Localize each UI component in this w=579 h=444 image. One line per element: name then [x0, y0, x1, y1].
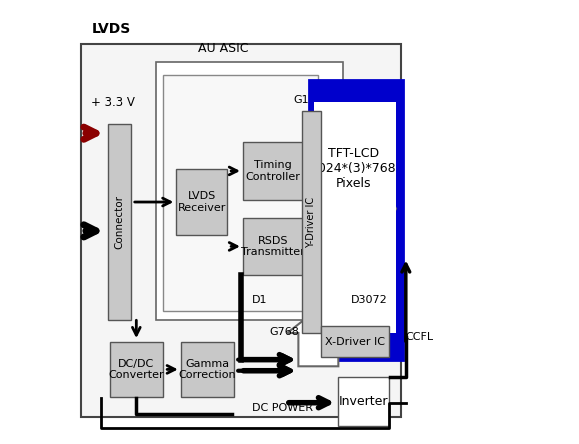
- Text: Connector: Connector: [115, 195, 124, 249]
- Text: DC/DC
Converter: DC/DC Converter: [108, 359, 164, 381]
- FancyBboxPatch shape: [156, 62, 343, 320]
- Text: AU ASIC: AU ASIC: [197, 43, 248, 56]
- Text: X-Driver IC: X-Driver IC: [325, 337, 385, 347]
- Text: TFT-LCD
1024*(3)*768
Pixels: TFT-LCD 1024*(3)*768 Pixels: [311, 147, 397, 190]
- Text: LVDS
Receiver: LVDS Receiver: [178, 191, 226, 213]
- Text: G1: G1: [294, 95, 310, 105]
- Text: RSDS
Transmitter: RSDS Transmitter: [241, 236, 305, 257]
- FancyBboxPatch shape: [163, 75, 318, 311]
- FancyArrow shape: [310, 178, 396, 240]
- Text: LVDS: LVDS: [92, 21, 131, 36]
- FancyBboxPatch shape: [81, 44, 401, 417]
- Text: G768: G768: [270, 327, 300, 337]
- FancyBboxPatch shape: [321, 326, 390, 357]
- Text: + 3.3 V: + 3.3 V: [90, 95, 134, 109]
- Text: DC POWER: DC POWER: [252, 404, 313, 413]
- FancyBboxPatch shape: [310, 80, 403, 360]
- FancyBboxPatch shape: [338, 377, 390, 426]
- FancyBboxPatch shape: [109, 342, 163, 397]
- FancyBboxPatch shape: [176, 169, 228, 235]
- Text: D1: D1: [252, 295, 267, 305]
- FancyBboxPatch shape: [243, 142, 303, 200]
- FancyArrow shape: [287, 309, 350, 366]
- Text: D3072: D3072: [350, 295, 387, 305]
- Text: Y-Driver IC: Y-Driver IC: [306, 196, 316, 248]
- Text: CCFL: CCFL: [406, 333, 434, 342]
- FancyBboxPatch shape: [302, 111, 321, 333]
- Text: Gamma
Correction: Gamma Correction: [178, 359, 236, 381]
- Text: Inverter: Inverter: [339, 395, 389, 408]
- FancyBboxPatch shape: [243, 218, 303, 275]
- FancyBboxPatch shape: [108, 124, 130, 320]
- FancyBboxPatch shape: [314, 102, 396, 333]
- FancyBboxPatch shape: [181, 342, 234, 397]
- Text: Timing
Controller: Timing Controller: [245, 160, 301, 182]
